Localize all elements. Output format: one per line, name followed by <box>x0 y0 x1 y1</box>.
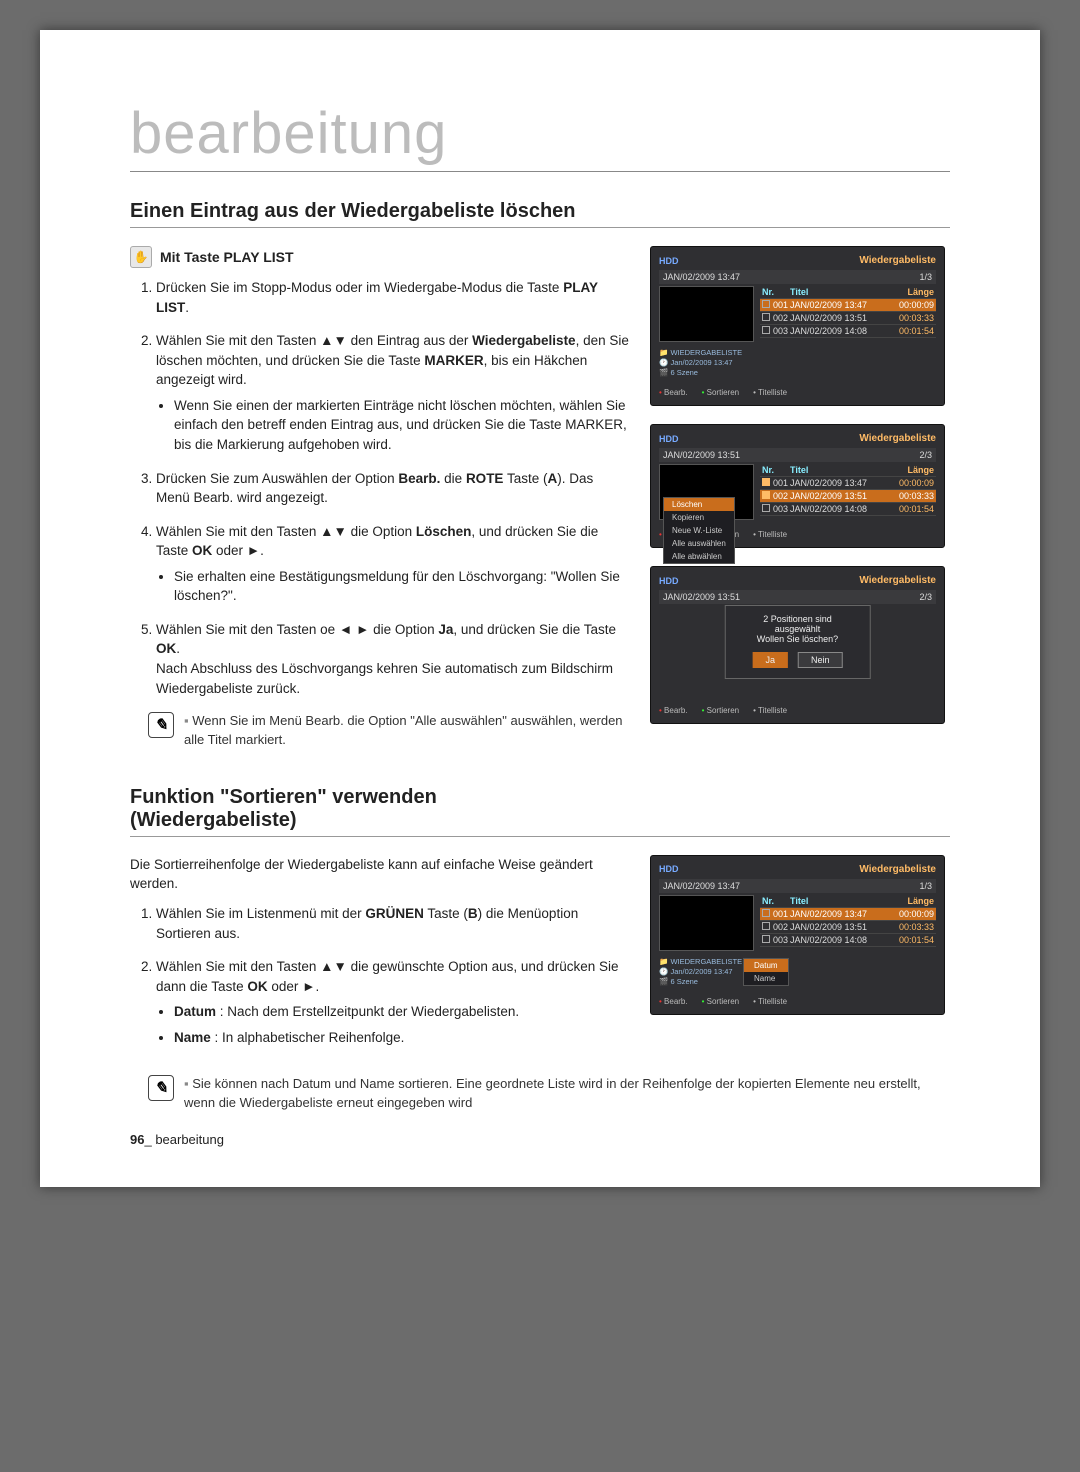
s2-intro: Die Sortierreihenfolge der Wiedergabelis… <box>130 855 630 894</box>
sort-menu: Datum Name <box>743 958 789 986</box>
s1-step2: Wählen Sie mit den Tasten ▲▼ den Eintrag… <box>156 331 630 454</box>
page-title: bearbeitung <box>130 100 950 172</box>
wgl-label: Wiedergabeliste <box>859 255 936 266</box>
section1-text: ✋ Mit Taste PLAY LIST Drücken Sie im Sto… <box>130 246 630 774</box>
screen-playlist-2: HDD Wiedergabeliste JAN/02/2009 13:512/3… <box>650 424 945 548</box>
list-row: 001JAN/02/2009 13:4700:00:09 <box>760 299 936 312</box>
screen-playlist-3: HDD Wiedergabeliste JAN/02/2009 13:512/3… <box>650 566 945 724</box>
preview-thumb <box>659 895 754 951</box>
s1-step3: Drücken Sie zum Auswählen der Option Bea… <box>156 469 630 508</box>
s2-bullet-name: Name : In alphabetischer Reihenfolge. <box>174 1028 630 1048</box>
s1-step4: Wählen Sie mit den Tasten ▲▼ die Option … <box>156 522 630 606</box>
confirm-dialog: 2 Positionen sind ausgewählt Wollen Sie … <box>724 605 871 679</box>
section1-title: Einen Eintrag aus der Wiedergabeliste lö… <box>130 200 950 228</box>
btn-ja: Ja <box>752 652 788 668</box>
note-icon: ✎ <box>148 1075 174 1101</box>
preview-thumb <box>659 286 754 342</box>
btn-nein: Nein <box>798 652 843 668</box>
section1-screens: HDD Wiedergabeliste JAN/02/2009 13:471/3… <box>650 246 950 774</box>
screen-sort: HDD Wiedergabeliste JAN/02/2009 13:471/3… <box>650 855 945 1015</box>
s2-step2: Wählen Sie mit den Tasten ▲▼ die gewünsc… <box>156 957 630 1047</box>
edit-menu: Löschen Kopieren Neue W.-Liste Alle ausw… <box>663 497 735 564</box>
s1-note: Wenn Sie im Menü Bearb. die Option "Alle… <box>184 712 630 750</box>
s2-bullet-datum: Datum : Nach dem Erstellzeitpunkt der Wi… <box>174 1002 630 1022</box>
hdd-label: HDD <box>659 256 679 266</box>
page-footer: 96_ bearbeitung <box>130 1132 224 1147</box>
s1-step4-bullet: Sie erhalten eine Bestätigungsmeldung fü… <box>174 567 630 606</box>
list-row: 001JAN/02/2009 13:4700:00:09 <box>760 477 936 490</box>
manual-page: bearbeitung Einen Eintrag aus der Wieder… <box>40 30 1040 1187</box>
screen-playlist-1: HDD Wiedergabeliste JAN/02/2009 13:471/3… <box>650 246 945 406</box>
playlist-subhead: Mit Taste PLAY LIST <box>160 249 294 265</box>
s1-step1: Drücken Sie im Stopp-Modus oder im Wiede… <box>156 278 630 317</box>
list-row: 003JAN/02/2009 14:0800:01:54 <box>760 503 936 516</box>
s2-step1: Wählen Sie im Listenmenü mit der GRÜNEN … <box>156 904 630 943</box>
list-row: 002JAN/02/2009 13:5100:03:33 <box>760 312 936 325</box>
list-row: 003JAN/02/2009 14:0800:01:54 <box>760 934 936 947</box>
s1-step2-bullet: Wenn Sie einen der markierten Einträge n… <box>174 396 630 455</box>
list-row: 001JAN/02/2009 13:4700:00:09 <box>760 908 936 921</box>
s2-note: Sie können nach Datum und Name sortieren… <box>184 1075 950 1113</box>
note-icon: ✎ <box>148 712 174 738</box>
list-row: 003JAN/02/2009 14:0800:01:54 <box>760 325 936 338</box>
section2-title: Funktion "Sortieren" verwenden(Wiedergab… <box>130 786 950 837</box>
s1-step5: Wählen Sie mit den Tasten oe ◄ ► die Opt… <box>156 620 630 698</box>
list-row: 002JAN/02/2009 13:5100:03:33 <box>760 490 936 503</box>
playlist-icon: ✋ <box>130 246 152 268</box>
list-row: 002JAN/02/2009 13:5100:03:33 <box>760 921 936 934</box>
